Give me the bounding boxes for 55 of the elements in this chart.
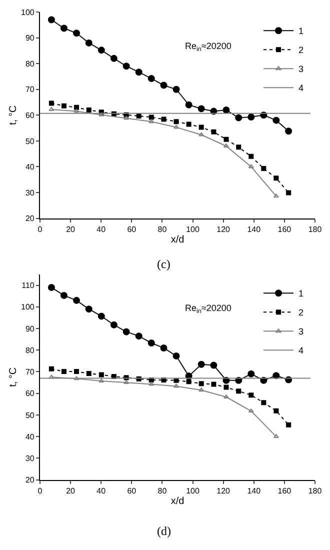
legend-label: 3	[298, 326, 304, 337]
x-tick-label: 120	[216, 224, 231, 234]
x-tick-label: 60	[127, 224, 137, 234]
x-tick-label: 140	[247, 486, 262, 496]
y-tick-label: 40	[25, 162, 35, 172]
y-tick-label: 30	[25, 454, 35, 463]
x-tick-label: 40	[96, 224, 106, 234]
y-axis-title: t, °C	[8, 367, 20, 387]
x-tick-label: 180	[308, 224, 322, 234]
y-tick-label: 60	[25, 110, 35, 120]
y-tick-label: 100	[21, 302, 35, 312]
x-tick-label: 20	[66, 224, 76, 234]
x-tick-label: 20	[66, 486, 76, 496]
x-tick-label: 80	[158, 486, 168, 496]
y-tick-label: 30	[25, 188, 35, 198]
legend-label: 1	[298, 288, 304, 299]
x-tick-label: 40	[96, 486, 106, 496]
x-tick-label: 140	[247, 224, 262, 234]
legend-label: 3	[298, 64, 304, 74]
y-tick-label: 50	[25, 410, 35, 420]
y-axis-title: t, °C	[8, 105, 20, 125]
legend-label: 4	[298, 346, 304, 356]
y-tick-label: 90	[25, 324, 35, 334]
y-tick-label: 110	[22, 281, 35, 290]
y-tick-label: 80	[25, 59, 35, 68]
legend-label: 4	[298, 83, 304, 94]
annotation: Re$_{in}$≈20200	[185, 303, 232, 315]
text: (d)	[157, 524, 171, 538]
y-tick-label: 60	[25, 389, 35, 398]
y-tick-label: 90	[25, 34, 35, 43]
y-tick-label: 20	[25, 476, 35, 485]
annotation: Re$_{in}$≈20200	[185, 41, 232, 53]
y-tick-label: 80	[25, 346, 35, 355]
x-axis-title: x/d	[170, 234, 184, 246]
x-tick-label: 0	[38, 486, 43, 496]
legend-label: 1	[298, 26, 304, 36]
x-axis-title: x/d	[170, 496, 184, 507]
y-tick-label: 70	[25, 85, 35, 94]
legend-label: 2	[298, 45, 304, 56]
x-tick-label: 160	[278, 486, 292, 496]
x-tick-label: 120	[216, 486, 231, 496]
x-tick-label: 100	[186, 486, 200, 496]
y-tick-label: 40	[25, 432, 35, 442]
x-tick-label: 0	[38, 224, 43, 234]
x-tick-label: 100	[186, 224, 200, 234]
y-tick-label: 50	[25, 136, 35, 146]
x-tick-label: 180	[308, 486, 322, 496]
legend-label: 2	[298, 308, 304, 318]
x-tick-label: 80	[158, 224, 168, 234]
y-tick-label: 100	[21, 8, 35, 17]
x-tick-label: 160	[278, 224, 292, 234]
y-tick-label: 20	[25, 214, 35, 224]
x-tick-label: 60	[127, 486, 137, 496]
text: (c)	[157, 257, 170, 271]
y-tick-label: 70	[25, 368, 35, 377]
